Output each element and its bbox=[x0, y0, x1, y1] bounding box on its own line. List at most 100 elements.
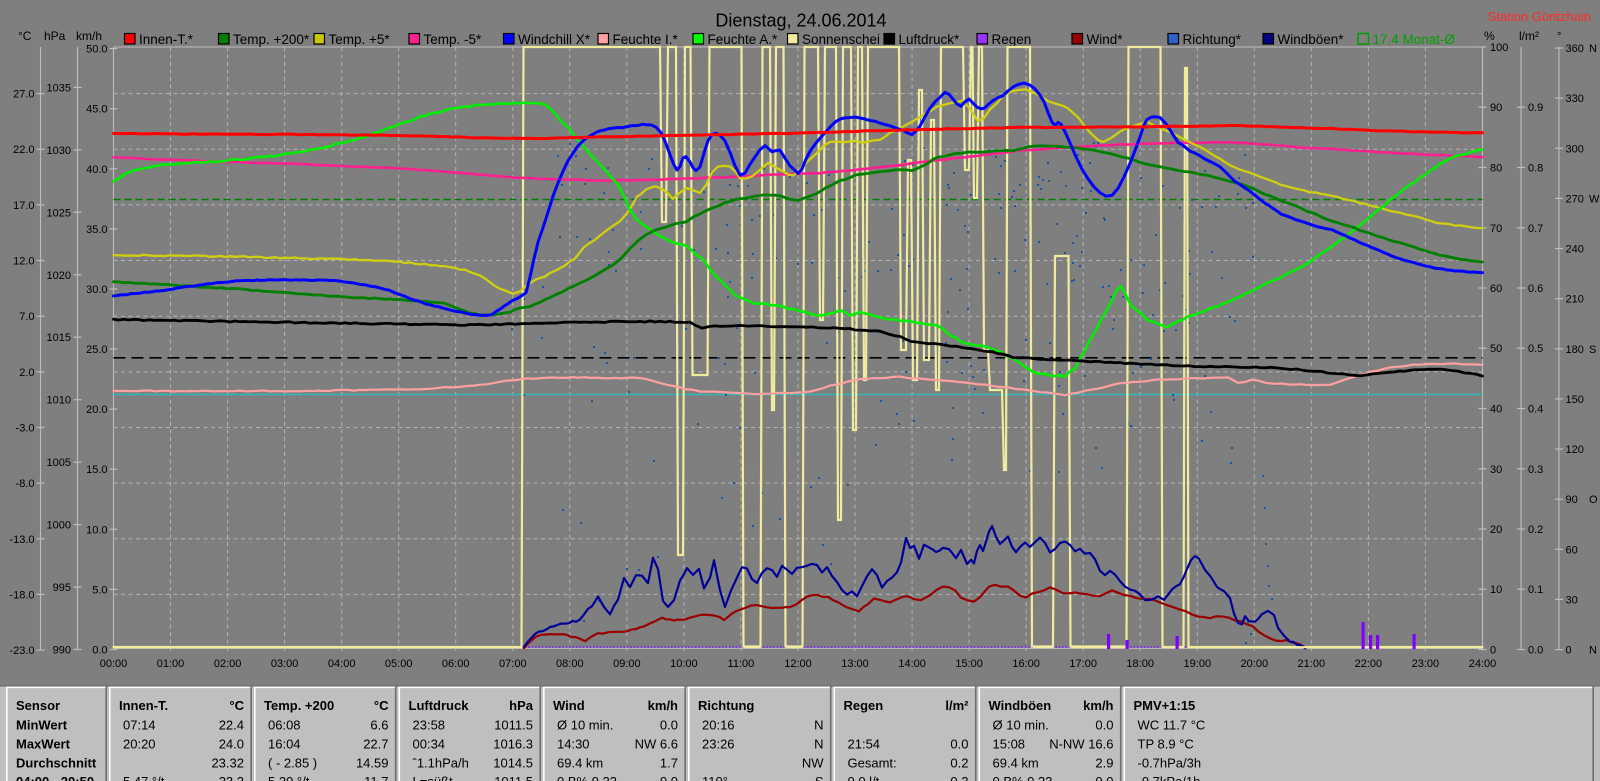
svg-text:01:00: 01:00 bbox=[157, 658, 185, 670]
svg-text:2.0: 2.0 bbox=[19, 367, 34, 379]
svg-text:27.0: 27.0 bbox=[13, 89, 34, 101]
svg-text:Feuchte A.*: Feuchte A.* bbox=[708, 32, 779, 47]
svg-text:20:20: 20:20 bbox=[123, 737, 156, 752]
svg-text:5.20 °/t: 5.20 °/t bbox=[268, 774, 310, 781]
svg-text:20:00: 20:00 bbox=[1241, 658, 1269, 670]
svg-text:22:00: 22:00 bbox=[1355, 658, 1383, 670]
svg-text:Sensor: Sensor bbox=[16, 698, 60, 713]
svg-text:22.4: 22.4 bbox=[219, 718, 244, 733]
svg-text:-18.0: -18.0 bbox=[9, 589, 34, 601]
svg-text:-0.7kPa/1h: -0.7kPa/1h bbox=[1138, 774, 1201, 781]
svg-text:Temp. +200*: Temp. +200* bbox=[233, 32, 310, 47]
svg-text:14:00: 14:00 bbox=[898, 658, 926, 670]
svg-text:Windchill X*: Windchill X* bbox=[518, 32, 591, 47]
svg-text:MinWert: MinWert bbox=[16, 718, 68, 733]
svg-text:km/h: km/h bbox=[1083, 698, 1113, 713]
svg-text:2.9: 2.9 bbox=[1095, 756, 1113, 771]
svg-text:0.0: 0.0 bbox=[660, 718, 678, 733]
svg-text:16:04: 16:04 bbox=[268, 737, 301, 752]
svg-text:0: 0 bbox=[1566, 645, 1572, 657]
svg-text:1000: 1000 bbox=[47, 520, 71, 532]
svg-text:00:00: 00:00 bbox=[100, 658, 128, 670]
svg-text:PMV+1:15: PMV+1:15 bbox=[1134, 698, 1196, 713]
svg-text:120: 120 bbox=[1566, 444, 1584, 456]
svg-text:10: 10 bbox=[1490, 584, 1502, 596]
svg-text:60: 60 bbox=[1566, 544, 1578, 556]
svg-text:16:00: 16:00 bbox=[1012, 658, 1040, 670]
svg-text:N: N bbox=[1589, 645, 1597, 657]
svg-text:Richtung*: Richtung* bbox=[1183, 32, 1242, 47]
svg-text:-23.0: -23.0 bbox=[9, 645, 34, 657]
svg-text:0.5: 0.5 bbox=[1528, 343, 1543, 355]
svg-text:09:00: 09:00 bbox=[613, 658, 641, 670]
svg-text:05:00: 05:00 bbox=[385, 658, 413, 670]
svg-text:995: 995 bbox=[53, 582, 71, 594]
svg-text:1035: 1035 bbox=[47, 82, 71, 94]
svg-text:ˆ1.1hPa/h: ˆ1.1hPa/h bbox=[413, 756, 469, 771]
svg-text:l/m²: l/m² bbox=[945, 698, 969, 713]
svg-text:hPa: hPa bbox=[44, 29, 66, 43]
svg-text:11:00: 11:00 bbox=[728, 658, 755, 670]
svg-text:°C: °C bbox=[18, 29, 32, 43]
svg-text:15.0: 15.0 bbox=[86, 464, 107, 476]
svg-text:S: S bbox=[1589, 344, 1596, 356]
svg-text:0 B% 0.23: 0 B% 0.23 bbox=[557, 774, 617, 781]
svg-text:21:00: 21:00 bbox=[1298, 658, 1326, 670]
svg-text:Temp. +5*: Temp. +5* bbox=[329, 32, 391, 47]
svg-text:0.6: 0.6 bbox=[1528, 283, 1543, 295]
svg-text:22.7: 22.7 bbox=[363, 737, 388, 752]
svg-text:06:08: 06:08 bbox=[268, 718, 301, 733]
svg-text:Windböen*: Windböen* bbox=[1278, 32, 1345, 47]
svg-text:Luftdruck*: Luftdruck* bbox=[899, 32, 961, 47]
svg-text:0.0 l/t: 0.0 l/t bbox=[848, 774, 880, 781]
svg-text:180: 180 bbox=[1566, 344, 1584, 356]
svg-text:0.4: 0.4 bbox=[1528, 404, 1543, 416]
svg-text:N: N bbox=[1589, 43, 1597, 55]
svg-text:10:00: 10:00 bbox=[670, 658, 698, 670]
svg-text:30.0: 30.0 bbox=[86, 284, 107, 296]
svg-text:N: N bbox=[814, 737, 823, 752]
svg-text:km/h: km/h bbox=[648, 698, 678, 713]
svg-text:S: S bbox=[815, 774, 824, 781]
svg-text:240: 240 bbox=[1566, 244, 1584, 256]
svg-text:1005: 1005 bbox=[47, 457, 71, 469]
svg-text:NW 6.6: NW 6.6 bbox=[635, 737, 678, 752]
svg-text:%: % bbox=[1484, 29, 1495, 43]
svg-text:WC 11.7 °C: WC 11.7 °C bbox=[1138, 718, 1206, 733]
svg-text:60: 60 bbox=[1490, 283, 1502, 295]
svg-text:210: 210 bbox=[1566, 294, 1584, 306]
svg-text:23.2: 23.2 bbox=[219, 774, 244, 781]
svg-text:69.4 km: 69.4 km bbox=[993, 756, 1039, 771]
svg-text:17.0: 17.0 bbox=[13, 200, 34, 212]
svg-text:0: 0 bbox=[1490, 645, 1496, 657]
svg-text:15:00: 15:00 bbox=[955, 658, 983, 670]
svg-text:1025: 1025 bbox=[47, 207, 71, 219]
svg-text:Temp. +200: Temp. +200 bbox=[264, 698, 334, 713]
svg-text:-0.7hPa/3h: -0.7hPa/3h bbox=[1138, 756, 1202, 771]
svg-text:Ø 10 min.: Ø 10 min. bbox=[557, 718, 613, 733]
svg-text:02:00: 02:00 bbox=[214, 658, 242, 670]
svg-text:11.7: 11.7 bbox=[364, 774, 388, 781]
svg-text:17:00: 17:00 bbox=[1069, 658, 1097, 670]
svg-text:80: 80 bbox=[1490, 163, 1502, 175]
svg-text:6.6: 6.6 bbox=[370, 718, 388, 733]
svg-text:Regen: Regen bbox=[844, 698, 884, 713]
svg-text:Wind: Wind bbox=[553, 698, 585, 713]
svg-text:69.4 km: 69.4 km bbox=[557, 756, 603, 771]
svg-text:12.0: 12.0 bbox=[13, 256, 34, 268]
svg-text:km/h: km/h bbox=[76, 29, 102, 43]
svg-text:°C: °C bbox=[229, 698, 244, 713]
svg-text:W: W bbox=[1589, 193, 1600, 205]
svg-text:°: ° bbox=[1557, 31, 1561, 43]
svg-text:Gesamt:: Gesamt: bbox=[848, 756, 897, 771]
svg-text:10.0: 10.0 bbox=[86, 524, 107, 536]
svg-text:90: 90 bbox=[1566, 494, 1578, 506]
svg-text:Feuchte I.*: Feuchte I.* bbox=[613, 32, 679, 47]
svg-text:12:00: 12:00 bbox=[784, 658, 812, 670]
svg-text:Dienstag, 24.06.2014: Dienstag, 24.06.2014 bbox=[715, 11, 886, 31]
svg-text:25.0: 25.0 bbox=[86, 344, 107, 356]
svg-text:50: 50 bbox=[1490, 343, 1502, 355]
svg-text:1.7: 1.7 bbox=[660, 756, 678, 771]
svg-text:MaxWert: MaxWert bbox=[16, 737, 71, 752]
svg-text:07:14: 07:14 bbox=[123, 718, 156, 733]
